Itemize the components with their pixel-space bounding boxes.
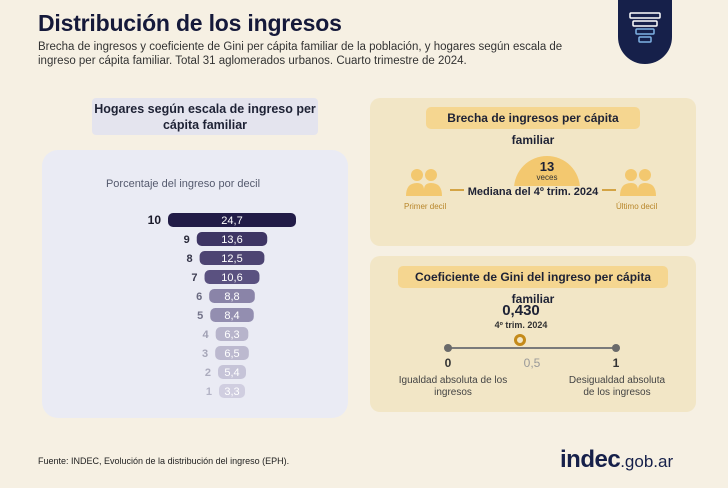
mediana-text: Mediana del 4º trim. 2024: [463, 186, 603, 198]
ultimo-decil-label: Último decil: [616, 202, 658, 211]
gini-panel: Coeficiente de Gini del ingreso per cápi…: [370, 256, 696, 412]
desigualdad-label: Desigualdad absoluta de los ingresos: [568, 375, 666, 398]
decil-label-3: 3: [202, 348, 208, 360]
decil-value-7: 10,6: [221, 272, 242, 284]
decil-value-1: 3,3: [224, 386, 239, 398]
brand-main: indec: [560, 446, 621, 473]
people-icon-right: [620, 169, 656, 196]
brand-domain: .gob.ar: [620, 452, 674, 471]
decil-label-1: 1: [206, 386, 212, 398]
page-subtitle: Brecha de ingresos y coeficiente de Gini…: [38, 41, 563, 67]
gini-period: 4º trim. 2024: [494, 320, 548, 330]
scale-mid-label: 0,5: [523, 356, 541, 370]
decil-label-7: 7: [191, 272, 197, 284]
decil-bar-2: [218, 365, 246, 379]
scale-dot-min: [444, 344, 452, 352]
decil-bar-3: [215, 346, 249, 360]
brecha-value: 13: [539, 159, 555, 174]
brecha-header: Brecha de ingresos per cápita familiar: [426, 107, 640, 147]
decil-value-8: 12,5: [221, 253, 242, 265]
decil-value-10: 24,7: [221, 215, 242, 227]
logo-tab: [618, 0, 672, 64]
decil-label-8: 8: [186, 253, 192, 265]
decil-value-9: 13,6: [221, 234, 242, 246]
decil-label-6: 6: [196, 291, 202, 303]
decil-label-2: 2: [205, 367, 211, 379]
decil-label-10: 10: [148, 213, 162, 227]
decil-bar-4: [215, 327, 249, 341]
brecha-unit: veces: [536, 173, 558, 182]
decil-bar-7: [204, 270, 260, 284]
funnel-stack-icon: [629, 12, 661, 43]
decil-bar-1: [219, 384, 245, 398]
people-icon-left: [406, 169, 442, 196]
source-note: Fuente: INDEC, Evolución de la distribuc…: [38, 456, 290, 466]
gini-header: Coeficiente de Gini del ingreso per cápi…: [398, 266, 668, 306]
decil-bar-9: [196, 232, 268, 246]
decil-value-5: 8,4: [224, 310, 239, 322]
decil-value-3: 6,5: [224, 348, 239, 360]
scale-min-label: 0: [444, 356, 452, 370]
decil-label-4: 4: [203, 329, 210, 341]
hogares-header: Hogares según escala de ingreso per cápi…: [92, 98, 318, 135]
indec-brand[interactable]: indec.gob.ar: [560, 446, 673, 474]
primer-decil-label: Primer decil: [404, 202, 447, 211]
decil-bar-6: [209, 289, 255, 303]
decil-bar-5: [210, 308, 254, 322]
decil-value-4: 6,3: [224, 329, 239, 341]
decil-label-9: 9: [184, 234, 190, 246]
brecha-panel: Brecha de ingresos per cápita familiar P…: [370, 98, 696, 246]
gini-marker: [514, 334, 527, 346]
hogares-card: Porcentaje del ingreso por decil 24,7 10 1…: [42, 150, 348, 418]
scale-max-label: 1: [612, 356, 620, 370]
chart-title: Porcentaje del ingreso por decil: [105, 178, 261, 190]
decil-label-5: 5: [197, 310, 203, 322]
decil-bar-10: [168, 213, 296, 227]
gini-value: 0,430: [502, 302, 540, 319]
scale-dot-max: [612, 344, 620, 352]
gini-scale-line: [448, 347, 616, 349]
decil-bar-8: [199, 251, 265, 265]
page-title: Distribución de los ingresos: [38, 10, 342, 36]
mediana-caption: Mediana del 4º trim. 2024: [450, 186, 616, 198]
decil-value-2: 5,4: [224, 367, 239, 379]
decile-funnel-chart: 24,7 10 13,6 9 12,5 8 10,6 7 8,8 6 8,4 5 6,3 4 6,5 3 5,4…: [148, 213, 296, 398]
igualdad-label: Igualdad absoluta de los ingresos: [398, 375, 508, 398]
brecha-bubble: 13 veces: [514, 156, 580, 190]
decil-value-6: 8,8: [224, 291, 239, 303]
